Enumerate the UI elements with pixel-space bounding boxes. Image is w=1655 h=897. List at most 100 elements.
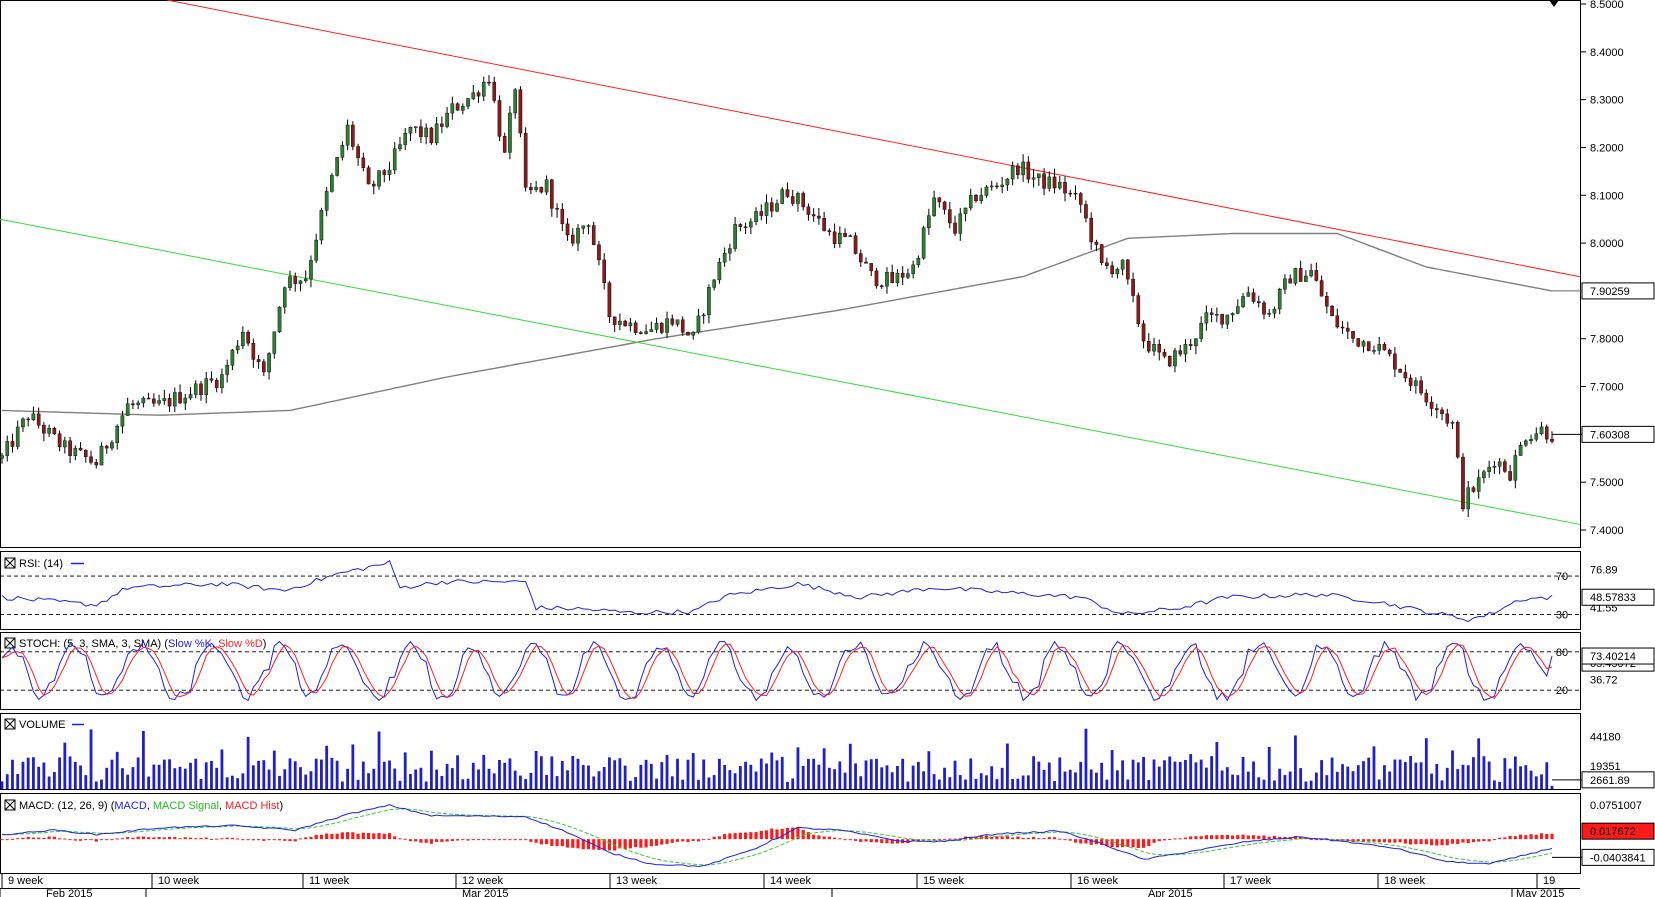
macd-hist-bar xyxy=(429,839,433,844)
candle-body xyxy=(733,224,737,249)
candle xyxy=(1005,177,1010,191)
volume-bar xyxy=(1477,738,1481,789)
candle xyxy=(764,194,769,224)
volume-bar xyxy=(932,774,936,789)
macd-hist-bar xyxy=(424,839,428,843)
candle-body xyxy=(1513,455,1518,481)
volume-bar xyxy=(854,763,857,789)
macd-hist-bar xyxy=(141,836,145,840)
candle xyxy=(639,331,643,335)
volume-bar xyxy=(628,780,632,789)
candle xyxy=(644,324,648,335)
candle-body xyxy=(1366,341,1371,351)
candle xyxy=(932,190,936,217)
macd-hist-bar xyxy=(555,839,559,847)
volume-bar xyxy=(1100,762,1104,789)
candle xyxy=(989,180,994,191)
candle xyxy=(502,132,507,153)
candle xyxy=(1094,239,1099,252)
candle xyxy=(1414,377,1418,394)
macd-hist-bar xyxy=(1440,839,1444,846)
volume-bar xyxy=(817,764,821,789)
rsi-pane[interactable] xyxy=(0,551,1581,630)
candle xyxy=(42,422,46,442)
candle-body xyxy=(1450,422,1455,424)
candle-body xyxy=(1267,313,1272,315)
macd-hist-bar xyxy=(1100,839,1104,846)
macd-hist-bar xyxy=(230,837,235,840)
chart-scroll-marker-icon[interactable] xyxy=(1549,0,1559,7)
month-label: May 2015 xyxy=(1516,888,1564,897)
candle-body xyxy=(1298,268,1303,282)
candle-body xyxy=(461,106,465,111)
volume-bar xyxy=(403,752,407,789)
candle-body xyxy=(31,413,36,420)
volume-bar xyxy=(1063,771,1067,789)
candle xyxy=(476,90,481,103)
macd-hist-bar xyxy=(16,838,20,840)
macd-hist-bar xyxy=(5,839,9,841)
macd-hist-bar xyxy=(110,839,114,841)
candle-body xyxy=(827,230,832,233)
stoch-title[interactable]: STOCH: (5, 3, SMA, 3, SMA) (Slow %K, Slo… xyxy=(4,637,266,650)
candle xyxy=(345,119,350,151)
volume-bar xyxy=(1393,759,1397,789)
candle-body xyxy=(1089,217,1093,243)
macd-pane[interactable] xyxy=(0,793,1581,874)
macd-hist-bar xyxy=(607,839,612,851)
macd-hist-bar xyxy=(791,827,795,840)
macd-hist-bar xyxy=(848,839,852,841)
volume-bar xyxy=(733,773,737,789)
rsi-title[interactable]: RSI: (14) xyxy=(4,557,84,570)
volume-bar xyxy=(1215,741,1219,789)
stoch-k-path xyxy=(1,640,1553,702)
macd-hist-bar xyxy=(1058,838,1062,840)
volume-bar xyxy=(346,768,350,789)
macd-hist-bar xyxy=(73,839,77,841)
candle-body xyxy=(413,126,418,128)
candle-body xyxy=(387,169,392,175)
candle-body xyxy=(1403,372,1408,379)
volume-bar xyxy=(1231,774,1234,789)
volume-bar xyxy=(1115,770,1119,789)
volume-bar xyxy=(833,769,837,789)
macd-hist-bar xyxy=(1518,834,1523,840)
candle-body xyxy=(890,271,895,283)
volume-bar xyxy=(676,758,679,789)
candle xyxy=(1466,480,1471,517)
candle-body xyxy=(1230,313,1235,316)
candle-body xyxy=(497,100,502,137)
macd-hist-bar xyxy=(1173,838,1177,840)
volume-bar xyxy=(534,750,538,789)
volume-bar xyxy=(492,773,496,789)
candle xyxy=(241,326,245,349)
candle xyxy=(916,255,921,268)
candle xyxy=(251,338,256,368)
price-pane[interactable] xyxy=(0,0,1581,548)
week-label: 9 week xyxy=(8,875,43,887)
macd-hist-bar xyxy=(455,839,460,841)
candle-body xyxy=(1110,265,1114,275)
candle xyxy=(1319,275,1324,297)
volume-bar xyxy=(1492,780,1496,789)
candle-body xyxy=(686,332,690,336)
candle xyxy=(1550,431,1554,444)
volume-title[interactable]: VOLUME xyxy=(4,718,84,731)
volume-bar xyxy=(1534,776,1538,789)
candle xyxy=(1283,274,1287,295)
volume-bar xyxy=(320,759,323,789)
candle-body xyxy=(586,225,591,227)
macd-title[interactable]: MACD: (12, 26, 9) (MACD, MACD Signal, MA… xyxy=(4,799,283,812)
macd-hist-bar xyxy=(686,839,690,843)
volume-bar xyxy=(1095,772,1098,789)
candle xyxy=(419,119,423,143)
candle xyxy=(115,424,120,450)
candle-body xyxy=(1246,292,1251,297)
macd-hist-bar xyxy=(801,829,805,840)
macd-hist-bar xyxy=(267,839,271,841)
volume-bar xyxy=(435,769,439,789)
price-tick-label: 8.0000 xyxy=(1590,238,1624,250)
macd-hist-bar xyxy=(984,835,989,840)
macd-hist-bar xyxy=(1461,839,1465,843)
